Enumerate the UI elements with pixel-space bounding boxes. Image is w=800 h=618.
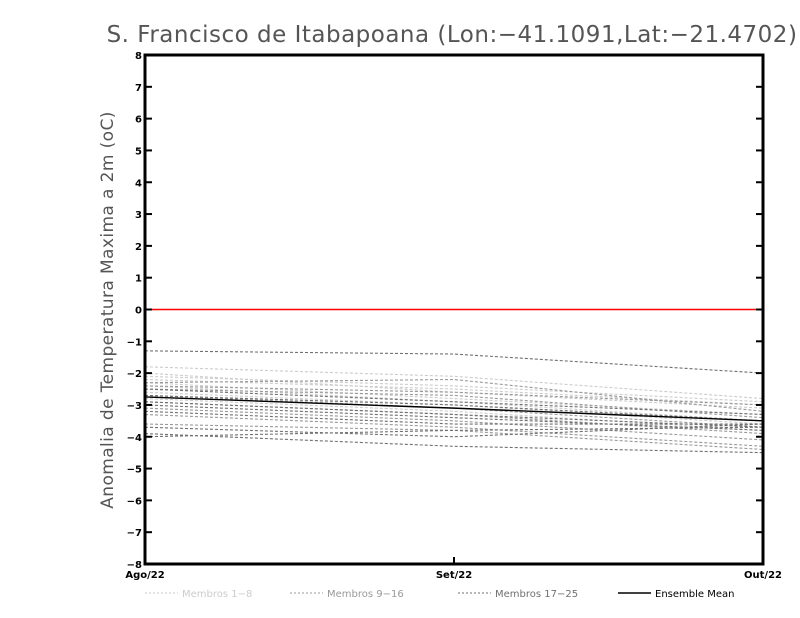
chart-title: S. Francisco de Itabapoana (Lon:−41.1091… xyxy=(107,22,798,48)
x-tick-label: Out/22 xyxy=(744,570,782,581)
series-line-group1-member4 xyxy=(144,382,764,416)
series-layer xyxy=(144,350,764,454)
legend-label: Membros 1−8 xyxy=(182,589,252,600)
series-line-group1-member7 xyxy=(144,375,764,403)
series-line-group2-member7 xyxy=(144,413,764,447)
series-line-group2-member1 xyxy=(144,378,764,412)
series-line-group3-member1 xyxy=(144,350,764,374)
series-line-group2-member4 xyxy=(144,401,764,435)
y-tick-label: −3 xyxy=(127,401,142,412)
y-tick-label: 1 xyxy=(135,274,142,285)
y-tick-label: −6 xyxy=(127,496,142,507)
y-tick-label: 7 xyxy=(135,83,142,94)
y-tick-label: 5 xyxy=(135,146,142,157)
x-ticks: Ago/22 Set/22 Out/22 xyxy=(125,557,782,581)
series-line-group1-member5 xyxy=(144,385,764,422)
y-tick-label: −2 xyxy=(127,369,142,380)
y-axis-label: Anomalia de Temperatura Maxima a 2m (oC) xyxy=(98,111,118,509)
y-tick-label: 6 xyxy=(135,115,142,126)
y-ticks: 8 7 6 5 4 3 2 1 0 −1 −2 −3 −4 −5 −6 −7 −8 xyxy=(127,51,763,571)
y-tick-label: −4 xyxy=(127,433,142,444)
series-line-group2-member6 xyxy=(144,385,764,406)
series-line-group2-member3 xyxy=(144,394,764,428)
series-line-group1-member3 xyxy=(144,372,764,409)
series-line-group1-member2 xyxy=(144,378,764,406)
legend-label: Membros 17−25 xyxy=(495,589,578,600)
series-line-group1-member1 xyxy=(144,366,764,400)
series-line-group3-member6 xyxy=(144,410,763,425)
legend: Membros 1−8 Membros 9−16 Membros 17−25 Ense… xyxy=(145,589,734,600)
y-tick-label: 4 xyxy=(135,178,142,189)
y-tick-label: −5 xyxy=(127,465,142,476)
x-tick-label: Set/22 xyxy=(436,570,472,581)
series-line-group2-member8 xyxy=(144,423,764,451)
legend-label: Membros 9−16 xyxy=(327,589,404,600)
series-line-group3-member3 xyxy=(144,394,764,422)
series-line-group3-member4 xyxy=(144,401,764,428)
y-tick-label: 0 xyxy=(135,306,142,317)
y-tick-label: 8 xyxy=(135,51,142,62)
series-line-group1-member6 xyxy=(144,391,764,425)
series-line-group3-member5 xyxy=(144,404,764,431)
series-line-group2-member5 xyxy=(144,407,764,441)
series-line-group3-member8 xyxy=(144,426,764,438)
y-tick-label: −7 xyxy=(127,528,142,539)
y-tick-label: −1 xyxy=(127,337,142,348)
series-line-group3-member9 xyxy=(144,433,764,454)
y-tick-label: −8 xyxy=(127,560,142,571)
y-tick-label: 3 xyxy=(135,210,142,221)
series-line-group3-member2 xyxy=(144,388,764,416)
legend-label: Ensemble Mean xyxy=(655,589,734,600)
ensemble-mean-line xyxy=(144,396,764,422)
y-tick-label: 2 xyxy=(135,242,142,253)
x-tick-label: Ago/22 xyxy=(125,570,164,581)
